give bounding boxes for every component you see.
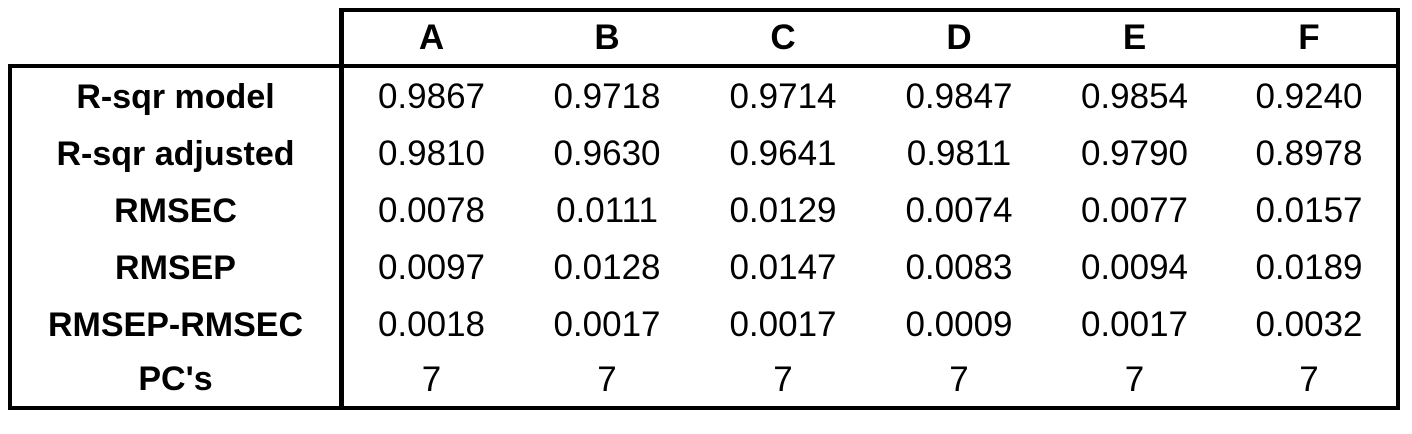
column-header-e: E	[1122, 18, 1147, 57]
column-header-b: B	[594, 18, 620, 57]
table-cell: 0.0078	[377, 191, 486, 230]
row-label: R-sqr model	[76, 77, 275, 116]
row-label: RMSEP-RMSEC	[47, 305, 304, 344]
table-cell: 7	[1124, 359, 1145, 399]
table-cell: 0.9240	[1255, 77, 1363, 116]
border-column-divider	[339, 8, 344, 410]
column-header-c: C	[770, 18, 796, 57]
border-header-top	[339, 8, 1400, 12]
row-label: RMSEP	[115, 248, 236, 287]
table-cell: 0.0083	[905, 248, 1013, 287]
table-cell: 7	[1299, 359, 1319, 399]
table-cell: 0.0017	[729, 305, 837, 344]
table-cell: 0.0032	[1255, 305, 1363, 344]
table-cell: 0.9847	[905, 77, 1013, 116]
row-label: RMSEC	[114, 191, 237, 230]
table-cell: 7	[421, 359, 442, 399]
border-left	[8, 64, 12, 410]
table-cell: 0.0128	[553, 248, 661, 287]
table-cell: 0.9714	[729, 77, 837, 116]
table-cell: 0.9854	[1080, 77, 1189, 116]
table-cell: 0.9867	[377, 77, 486, 116]
table-cell: 0.8978	[1255, 134, 1363, 173]
table-cell: 0.9811	[906, 134, 1012, 173]
table-cell: 0.9641	[729, 134, 837, 173]
table-cell: 7	[949, 359, 969, 399]
border-header-bottom	[8, 64, 1400, 68]
table-cell: 0.0009	[905, 305, 1013, 344]
table-cell: 0.0157	[1255, 191, 1363, 230]
row-label: PC's	[138, 360, 213, 398]
table-cell: 0.0097	[377, 248, 486, 287]
column-header-f: F	[1298, 18, 1320, 57]
table-cell: 0.9718	[553, 77, 661, 116]
border-right	[1396, 8, 1400, 410]
table-cell: 0.0018	[377, 305, 486, 344]
column-header-a: A	[418, 18, 445, 57]
border-bottom	[8, 406, 1400, 410]
table-cell: 0.0017	[553, 305, 661, 344]
table-cell: 0.0147	[729, 248, 837, 287]
table-cell: 0.9630	[553, 134, 661, 173]
row-label: R-sqr adjusted	[56, 134, 295, 173]
table-cell: 7	[773, 359, 793, 399]
table-cell: 0.0111	[556, 191, 658, 230]
table-cell: 0.0077	[1080, 191, 1189, 230]
table-cell: 0.9790	[1080, 134, 1189, 173]
table-cell: 7	[597, 359, 617, 399]
table-cell: 0.0017	[1080, 305, 1189, 344]
table-cell: 0.0094	[1080, 248, 1189, 287]
table-cell: 0.9810	[377, 134, 486, 173]
table-cell: 0.0129	[729, 191, 837, 230]
column-header-d: D	[946, 18, 972, 57]
table-cell: 0.0189	[1255, 248, 1363, 287]
table-cell: 0.0074	[905, 191, 1013, 230]
